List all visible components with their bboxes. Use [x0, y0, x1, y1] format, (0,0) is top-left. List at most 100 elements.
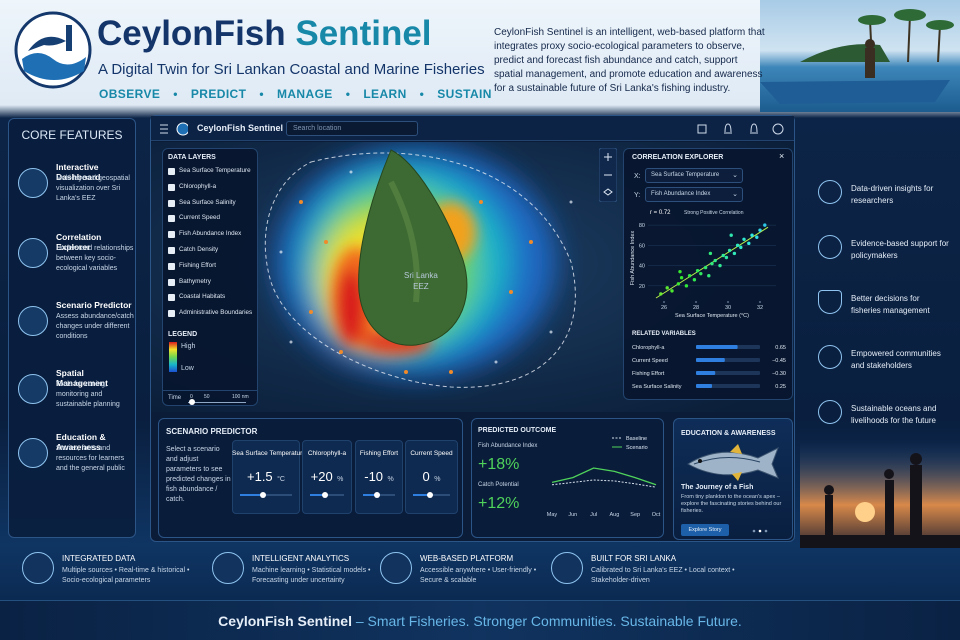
strip-icon: [551, 552, 583, 584]
x-tick-label: Aug: [610, 512, 620, 518]
nav-item[interactable]: LEARN: [363, 87, 407, 101]
fish-illustration: [687, 444, 779, 481]
benefit-text: Empowered communities and stakeholders: [851, 349, 941, 370]
close-button[interactable]: ×: [779, 151, 785, 161]
slider-handle[interactable]: [322, 492, 329, 498]
nav: OBSERVE • PREDICT • MANAGE • LEARN • SUSTAIN: [99, 87, 492, 101]
feature-icon: [18, 438, 48, 468]
feature-title: Education & Awareness: [56, 432, 106, 452]
outcome-value: +18%: [478, 456, 520, 473]
control-card: [405, 440, 458, 514]
series-line: [551, 467, 657, 486]
scatter-point: [659, 292, 663, 296]
slider-handle[interactable]: [260, 492, 267, 498]
scatter-point: [703, 265, 708, 270]
layer-checkbox[interactable]: [168, 247, 175, 254]
title-accent: Sentinel: [295, 14, 432, 53]
control-name: Sea Surface Temperature: [232, 450, 306, 457]
nav-separator: •: [173, 87, 178, 101]
scatter-point: [732, 251, 737, 256]
strip-icon: [22, 552, 54, 584]
x-tick-label: Jul: [590, 512, 597, 518]
strip-title: INTEGRATED DATA: [62, 554, 136, 563]
outcome-panel: [471, 418, 664, 538]
nav-separator: •: [259, 87, 264, 101]
slider-handle[interactable]: [374, 492, 381, 498]
legend-low: Low: [181, 365, 194, 372]
strip-text: Accessible anywhere • User-friendly • Se…: [420, 567, 537, 584]
feature-title: Correlation Explorer: [56, 232, 102, 252]
outcome-title: PREDICTED OUTCOME: [478, 427, 557, 434]
layer-checkbox[interactable]: [168, 199, 175, 207]
y-select[interactable]: Fish Abundance Index ⌄: [645, 187, 743, 202]
related-value: −0.45: [772, 358, 786, 364]
x-select-value: Sea Surface Temperature: [651, 172, 720, 178]
scatter-point: [742, 237, 746, 241]
control-value-row: 0 %: [405, 468, 458, 486]
benefit-icon: [818, 345, 842, 369]
footer-brand: CeylonFish Sentinel: [218, 613, 352, 629]
layer-name: Fish Abundance Index: [179, 230, 242, 238]
scatter-point: [676, 282, 681, 286]
outcome-chart: Baseline Scenario May Jun Jul Aug Sep Oct: [547, 436, 661, 518]
scatter-point: [727, 248, 732, 253]
nav-item[interactable]: MANAGE: [276, 87, 333, 101]
map-label-line: Sri Lanka: [404, 271, 438, 280]
time-handle[interactable]: [189, 399, 195, 405]
strip-title: INTELLIGENT ANALYTICS: [252, 554, 350, 563]
nav-item[interactable]: PREDICT: [190, 87, 247, 101]
scatter-point: [713, 258, 717, 263]
strip-text: Calibrated to Sri Lanka's EEZ • Local co…: [591, 567, 735, 584]
layer-checkbox[interactable]: [168, 310, 175, 318]
scatter-point: [670, 289, 674, 293]
outcome-value: +12%: [478, 495, 520, 512]
layer-name: Catch Density: [179, 246, 219, 253]
layer-name: Administrative Boundaries: [179, 309, 253, 317]
map-label: Sri Lanka EEZ: [404, 270, 438, 292]
scatter-point: [678, 269, 682, 274]
logo: [14, 11, 92, 89]
scatter-point: [718, 263, 722, 268]
x-tick-label: 30: [725, 305, 731, 311]
carousel-dots[interactable]: [750, 528, 770, 534]
search-box[interactable]: Search location: [286, 121, 418, 136]
toolbar-icons[interactable]: [694, 122, 784, 136]
related-value: −0.30: [772, 371, 786, 377]
nav-item[interactable]: SUSTAIN: [437, 87, 492, 101]
layer-checkbox[interactable]: [168, 168, 175, 175]
layer-checkbox[interactable]: [168, 278, 175, 286]
related-title: RELATED VARIABLES: [632, 331, 696, 337]
scatter-point: [679, 276, 684, 280]
outcome-metric: Catch Potential: [478, 482, 519, 488]
feature-title: Spatial Management: [56, 368, 108, 388]
y-tick-label: 80: [639, 223, 645, 229]
nav-separator: •: [345, 87, 351, 101]
menu-icon[interactable]: [160, 122, 188, 136]
layer-checkbox[interactable]: [168, 231, 175, 239]
feature-icon: [18, 374, 48, 404]
layer-checkbox[interactable]: [168, 294, 175, 302]
description: CeylonFish Sentinel is an intelligent, w…: [494, 27, 765, 94]
scatter-chart: r = 0.72 Strong Positive Correlation 20 40 6…: [630, 210, 776, 319]
scatter-point: [724, 255, 729, 260]
time-label: Time: [168, 395, 182, 401]
correlation-title: CORRELATION EXPLORER: [632, 154, 724, 161]
layer-name: Sea Surface Temperature: [179, 167, 251, 174]
scatter-point: [735, 243, 740, 248]
x-select[interactable]: Sea Surface Temperature ⌄: [645, 168, 743, 183]
time-scale-tick: 100 nm: [232, 394, 249, 400]
layer-checkbox[interactable]: [168, 215, 175, 223]
map-controls[interactable]: [599, 148, 617, 202]
legend-title: LEGEND: [168, 331, 198, 338]
r-value: r = 0.72: [650, 210, 671, 216]
control-card: [355, 440, 403, 514]
layer-checkbox[interactable]: [168, 262, 175, 270]
layer-checkbox[interactable]: [168, 183, 175, 191]
nav-item[interactable]: OBSERVE: [99, 87, 161, 101]
benefit-icon: [818, 400, 842, 424]
card-text: From tiny plankton to the ocean's apex –…: [681, 494, 782, 514]
slider-handle[interactable]: [426, 492, 433, 498]
strip-title: BUILT FOR SRI LANKA: [591, 554, 677, 563]
explore-button[interactable]: Explore Story: [681, 524, 729, 536]
